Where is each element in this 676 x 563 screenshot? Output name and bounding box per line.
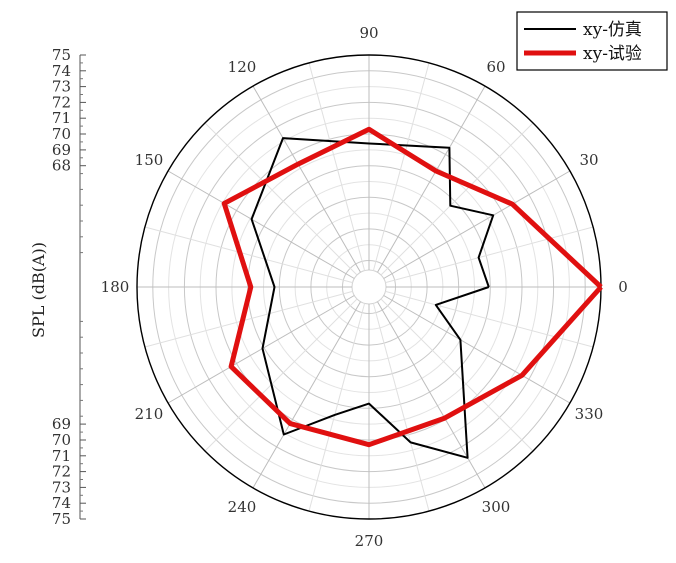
angle-tick-label: 300	[482, 498, 511, 516]
y-axis-label: SPL (dB(A))	[29, 242, 48, 338]
center-hole	[351, 269, 387, 305]
grid-spoke-minor	[385, 226, 594, 284]
grid-spoke-minor	[380, 122, 534, 276]
series-line-test	[221, 126, 603, 448]
radial-tick-label: 71	[52, 109, 71, 127]
grid-spoke-major	[167, 170, 355, 279]
angle-tick-label: 30	[579, 151, 598, 169]
polar-grid	[136, 54, 602, 520]
radial-tick-label: 69	[52, 141, 71, 159]
grid-spoke-major	[252, 85, 361, 273]
angle-tick-label: 210	[135, 405, 164, 423]
radial-tick-label: 73	[52, 478, 71, 496]
legend: xy-仿真 xy-试验	[516, 11, 668, 71]
grid-spoke-major	[383, 295, 571, 404]
legend-label-test: xy-试验	[583, 44, 642, 64]
angle-tick-label: 90	[359, 24, 378, 42]
grid-spoke-major	[377, 301, 486, 489]
radial-tick-label: 69	[52, 415, 71, 433]
grid-spoke-minor	[144, 290, 353, 348]
radial-tick-label: 74	[52, 62, 71, 80]
radial-tick-label: 74	[52, 494, 71, 512]
angle-tick-label: 0	[618, 278, 628, 296]
radial-axis: SPL (dB(A)) 0 30 60 90 120 150 180 210 240 270 300…	[29, 24, 628, 550]
angle-tick-label: 240	[228, 498, 257, 516]
grid-spoke-major	[252, 301, 361, 489]
angle-tick-label: 60	[486, 58, 505, 76]
radial-tick-label: 72	[52, 93, 71, 111]
series-layer	[221, 126, 603, 459]
grid-spoke-major	[383, 170, 571, 279]
grid-spoke-major	[377, 85, 486, 273]
angle-tick-label: 150	[135, 151, 164, 169]
radial-tick-label: 68	[52, 157, 71, 175]
angle-tick-label: 180	[101, 278, 130, 296]
radial-tick-label: 73	[52, 78, 71, 96]
radial-tick-label: 71	[52, 447, 71, 465]
radial-tick-label: 75	[52, 510, 71, 528]
legend-frame	[516, 11, 668, 71]
grid-spoke-minor	[204, 298, 358, 452]
grid-spoke-minor	[308, 62, 366, 271]
grid-spoke-minor	[372, 62, 430, 271]
radial-tick-label: 70	[52, 431, 71, 449]
series-line-simulation	[250, 137, 495, 459]
angle-tick-label: 330	[575, 405, 604, 423]
angle-tick-label: 120	[228, 58, 257, 76]
grid-spoke-minor	[308, 303, 366, 512]
grid-spoke-minor	[144, 226, 353, 284]
radial-tick-label: 75	[52, 46, 71, 64]
grid-spoke-minor	[380, 298, 534, 452]
grid-spoke-minor	[204, 122, 358, 276]
grid-spoke-major	[167, 295, 355, 404]
grid-spoke-minor	[372, 303, 430, 512]
radial-tick-label: 72	[52, 463, 71, 481]
legend-label-simulation: xy-仿真	[583, 20, 642, 40]
angle-tick-label: 270	[355, 532, 384, 550]
radial-tick-label: 70	[52, 125, 71, 143]
